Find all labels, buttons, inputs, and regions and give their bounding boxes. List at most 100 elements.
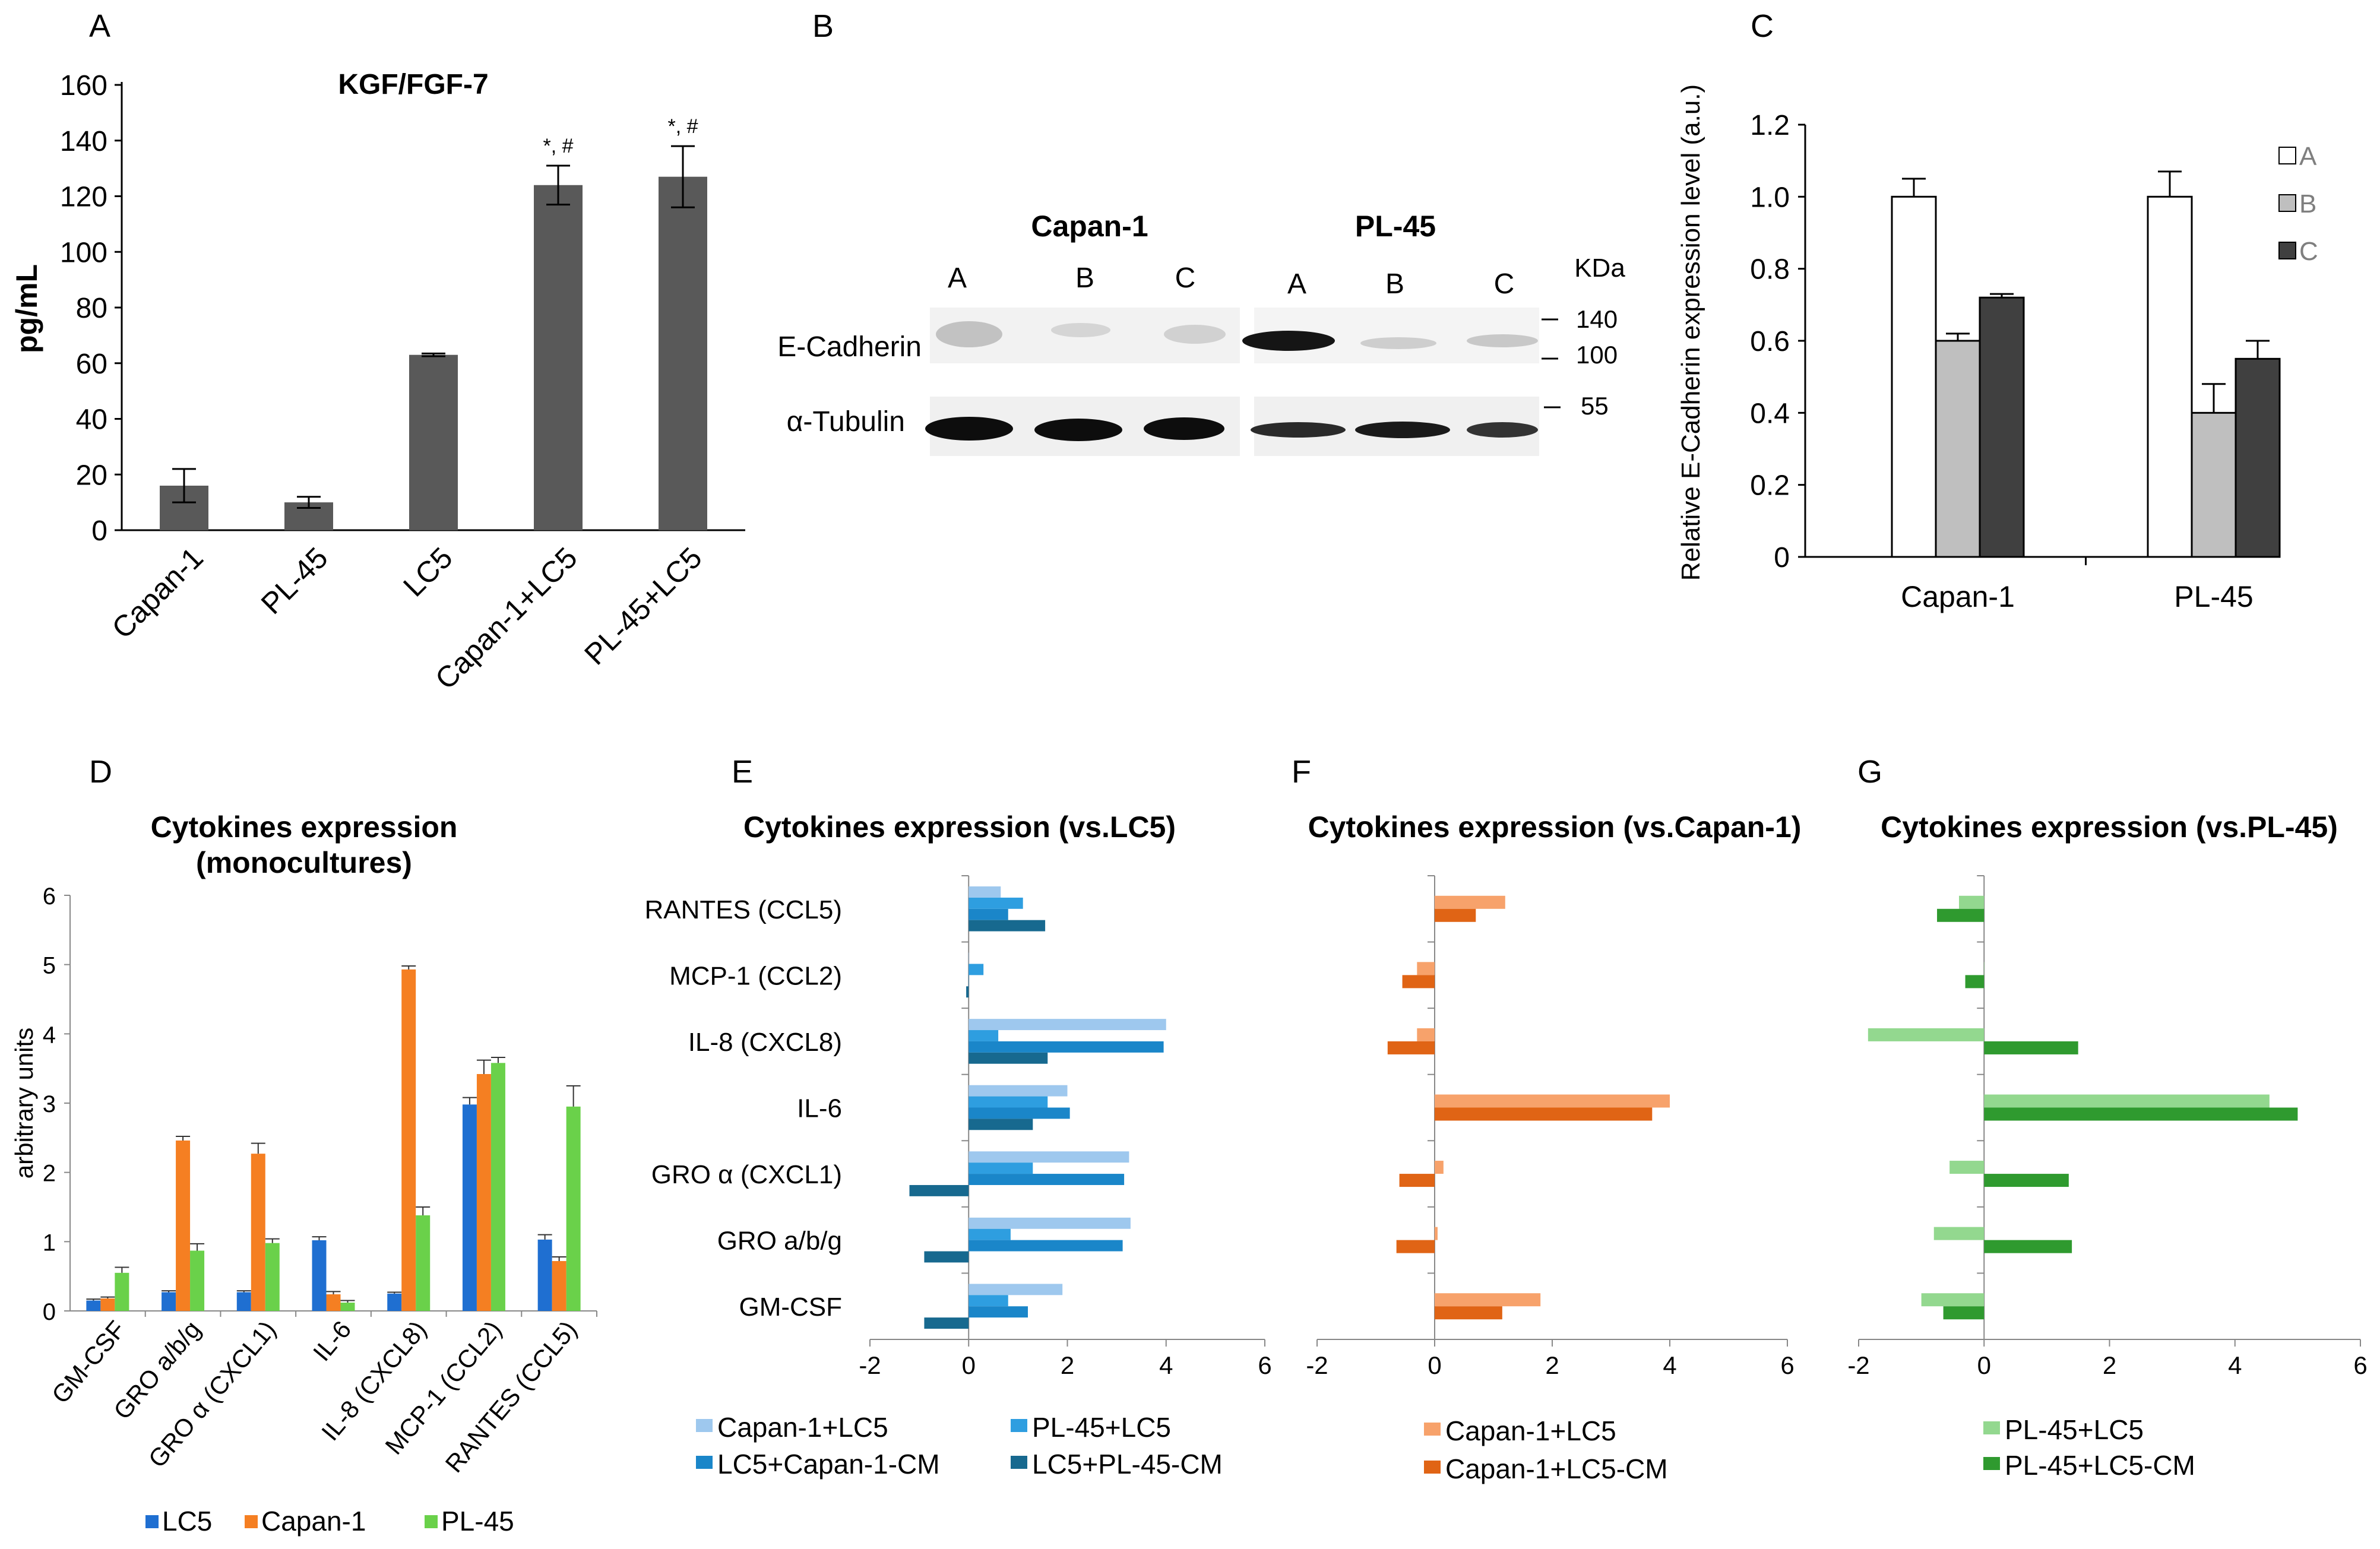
y-tick-label: 5 bbox=[43, 953, 56, 979]
bar bbox=[969, 920, 1046, 932]
bar bbox=[115, 1272, 129, 1311]
blot-lane-3: C bbox=[1175, 262, 1196, 294]
bar bbox=[969, 1240, 1123, 1252]
bar bbox=[969, 1119, 1033, 1130]
x-tick-label: IL-6 bbox=[308, 1316, 357, 1367]
legend-swatch bbox=[145, 1515, 159, 1528]
bar bbox=[969, 1085, 1068, 1097]
bar bbox=[966, 986, 969, 998]
y-tick-label: 20 bbox=[76, 460, 107, 491]
y-tick-label: 60 bbox=[76, 349, 107, 380]
x-tick-label: 6 bbox=[1780, 1351, 1794, 1379]
category-label: GM-CSF bbox=[739, 1293, 842, 1322]
bar bbox=[1935, 340, 1981, 558]
y-tick-label: 120 bbox=[60, 182, 107, 213]
bar bbox=[969, 1030, 999, 1041]
x-tick-label: -2 bbox=[1847, 1351, 1869, 1379]
bar bbox=[2147, 195, 2193, 558]
y-tick-label: 1.0 bbox=[1750, 182, 1790, 213]
x-tick-label: GRO α (CXCL1) bbox=[143, 1316, 281, 1473]
bar bbox=[969, 897, 1023, 909]
bar bbox=[236, 1292, 251, 1311]
panel-a: A KGF/FGF-7 pg/mL 0 20 40 60 80 100 120 140 160 Capa… bbox=[10, 8, 745, 696]
y-tick-label: 1 bbox=[43, 1230, 56, 1256]
bar bbox=[1435, 1107, 1653, 1121]
y-axis-label: pg/mL bbox=[10, 264, 43, 353]
bar bbox=[2191, 411, 2237, 558]
bar bbox=[1979, 296, 2025, 558]
legend-swatch bbox=[425, 1515, 438, 1528]
legend-label: Capan-1+LC5 bbox=[717, 1412, 888, 1443]
x-tick-label: PL-45 bbox=[2174, 580, 2253, 613]
bar bbox=[969, 1295, 1008, 1307]
bar bbox=[969, 886, 1001, 898]
category-label: RANTES (CCL5) bbox=[645, 895, 843, 924]
bar bbox=[552, 1261, 566, 1311]
y-tick-label: 0 bbox=[1774, 542, 1790, 574]
bar bbox=[566, 1106, 581, 1311]
blot-group-capan-1: Capan-1 bbox=[1031, 210, 1148, 243]
legend-swatch bbox=[1983, 1421, 2000, 1434]
panel-letter-d: D bbox=[89, 754, 112, 790]
bar bbox=[251, 1154, 265, 1311]
panel-letter-c: C bbox=[1751, 8, 1774, 44]
panel-e: E Cytokines expression (vs.LC5) -2 0 2 4 6 RANT… bbox=[645, 754, 1272, 1480]
y-tick-label: 1.2 bbox=[1750, 110, 1790, 141]
bar bbox=[969, 1162, 1033, 1174]
bar bbox=[969, 1041, 1164, 1053]
category-label: GRO a/b/g bbox=[717, 1227, 842, 1256]
panel-f: F Cytokines expression (vs.Capan-1) -2 0 2 4 6… bbox=[1292, 754, 1801, 1484]
x-tick-label: 0 bbox=[962, 1351, 976, 1379]
bar bbox=[1435, 1161, 1444, 1174]
blot-row-label-tubulin: α-Tubulin bbox=[787, 406, 905, 438]
bar bbox=[2235, 357, 2281, 558]
y-tick-label: 140 bbox=[60, 126, 107, 157]
bar bbox=[969, 964, 984, 975]
bar bbox=[969, 1107, 1070, 1119]
x-tick-label: -2 bbox=[859, 1351, 881, 1379]
legend-label: A bbox=[2299, 142, 2317, 171]
bar bbox=[1435, 908, 1476, 922]
legend-label: PL-45+LC5 bbox=[1032, 1412, 1171, 1443]
bar bbox=[1417, 1028, 1435, 1041]
legend-swatch bbox=[2278, 147, 2296, 164]
panel-g: G Cytokines expression (vs.PL-45) -2 0 2 4 6 PL… bbox=[1847, 754, 2367, 1481]
bar bbox=[1435, 1094, 1670, 1108]
panel-letter-e: E bbox=[732, 754, 753, 790]
category-label: GRO α (CXCL1) bbox=[651, 1160, 842, 1189]
y-tick-label: 0 bbox=[43, 1299, 56, 1325]
bar bbox=[387, 1293, 402, 1311]
bar bbox=[969, 1217, 1131, 1229]
y-tick-label: 160 bbox=[60, 70, 107, 102]
x-tick-label: 0 bbox=[1977, 1351, 1991, 1379]
x-tick-label: PL-45+LC5 bbox=[578, 541, 708, 671]
chart-title: Cytokines expression (vs.PL-45) bbox=[1881, 810, 2338, 844]
bar bbox=[340, 1303, 355, 1311]
bar bbox=[176, 1141, 191, 1311]
blot-lane-1: A bbox=[948, 262, 967, 294]
bar bbox=[1891, 195, 1937, 558]
x-tick-label: Capan-1 bbox=[106, 541, 210, 645]
x-tick-label: PL-45 bbox=[255, 541, 334, 620]
legend-swatch bbox=[1983, 1457, 2000, 1470]
bar bbox=[1984, 962, 1985, 975]
bar bbox=[1868, 1028, 1985, 1041]
bar bbox=[100, 1298, 115, 1311]
bar bbox=[969, 908, 1008, 920]
bar bbox=[969, 1096, 1048, 1108]
bar bbox=[1984, 1107, 2298, 1121]
bar bbox=[924, 1251, 969, 1263]
y-tick-label: 100 bbox=[60, 237, 107, 268]
chart-title: KGF/FGF-7 bbox=[338, 69, 488, 100]
blot-kda-label: KDa bbox=[1574, 254, 1625, 283]
y-tick-label: 0.8 bbox=[1750, 254, 1790, 286]
bar bbox=[1984, 1240, 2072, 1253]
bar bbox=[1417, 962, 1435, 975]
legend-label: C bbox=[2299, 237, 2318, 266]
bar bbox=[476, 1074, 491, 1311]
bar bbox=[1396, 1240, 1435, 1253]
bar bbox=[1984, 1174, 2069, 1187]
bar bbox=[969, 1284, 1063, 1295]
blot-lane-5: B bbox=[1385, 268, 1404, 300]
